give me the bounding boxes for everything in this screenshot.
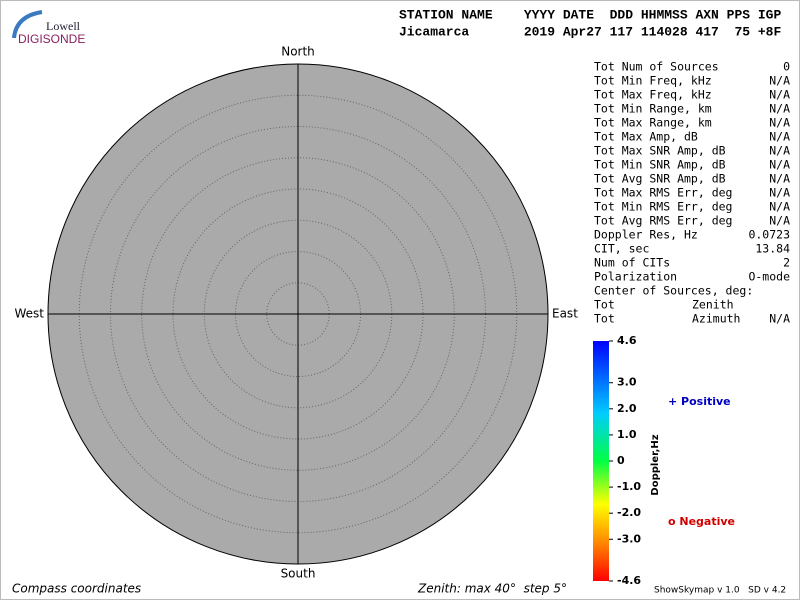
stat-value: 0 xyxy=(783,60,790,74)
stat-label: Doppler Res, Hz xyxy=(594,228,698,242)
stat-label: Tot Max Freq, kHz xyxy=(594,88,712,102)
logo-top: Lowell xyxy=(46,19,81,33)
colorbar-tick-label: 2.0 xyxy=(617,402,637,415)
header-values: Jicamarca 2019 Apr27 117 114028 417 75 +… xyxy=(399,24,781,39)
south-label: South xyxy=(281,567,316,581)
colorbar-tick-label: -2.0 xyxy=(617,506,641,519)
footer-version: ShowSkymap v 1.0 SD v 4.2 xyxy=(654,586,786,596)
source-label: Tot xyxy=(594,312,615,326)
stat-value: N/A xyxy=(769,158,790,172)
colorbar-title: Doppler,Hz xyxy=(650,434,661,495)
stat-label: Tot Max SNR Amp, dB xyxy=(594,144,726,158)
stat-label: CIT, sec xyxy=(594,242,649,256)
stat-value: N/A xyxy=(769,200,790,214)
stat-label: Tot Min Freq, kHz xyxy=(594,74,712,88)
stat-value: 13.84 xyxy=(755,242,790,256)
source-label: Tot xyxy=(594,298,615,312)
stat-label: Tot Min SNR Amp, dB xyxy=(594,158,726,172)
legend-negative: o Negative xyxy=(668,515,735,528)
colorbar-tick-label: 1.0 xyxy=(617,428,637,441)
north-label: North xyxy=(281,45,315,59)
colorbar-tick-label: 4.6 xyxy=(617,334,637,347)
footer-zenith: Zenith: max 40° step 5° xyxy=(417,582,567,596)
stat-value: 0.0723 xyxy=(748,228,790,242)
header-labels: STATION NAME YYYY DATE DDD HHMMSS AXN PP… xyxy=(399,7,781,22)
stat-value: O-mode xyxy=(748,270,790,284)
colorbar-tick-label: 0 xyxy=(617,454,625,467)
colorbar-tick-label: -3.0 xyxy=(617,532,641,545)
source-value: N/A xyxy=(769,312,790,326)
stat-label: Tot Max Range, km xyxy=(594,116,712,130)
stat-label: Tot Max RMS Err, deg xyxy=(594,186,732,200)
sources-heading: Center of Sources, deg: xyxy=(594,284,753,298)
west-label: West xyxy=(14,307,44,321)
colorbar-tick-label: -1.0 xyxy=(617,480,641,493)
colorbar xyxy=(593,341,609,581)
stat-value: 2 xyxy=(783,256,790,270)
source-field: Zenith xyxy=(692,298,734,312)
colorbar-tick-label: 3.0 xyxy=(617,376,637,389)
stat-value: N/A xyxy=(769,74,790,88)
footer-left: Compass coordinates xyxy=(12,582,141,596)
legend-positive: + Positive xyxy=(668,395,731,408)
stat-label: Tot Avg SNR Amp, dB xyxy=(594,172,726,186)
logo-bottom: DIGISONDE xyxy=(18,32,85,46)
stat-value: N/A xyxy=(769,102,790,116)
stat-label: Tot Min RMS Err, deg xyxy=(594,200,732,214)
source-field: Azimuth xyxy=(692,312,740,326)
stat-label: Tot Avg RMS Err, deg xyxy=(594,214,732,228)
stat-label: Tot Num of Sources xyxy=(594,60,719,74)
stat-value: N/A xyxy=(769,116,790,130)
stat-value: N/A xyxy=(769,172,790,186)
stat-value: N/A xyxy=(769,130,790,144)
stat-value: N/A xyxy=(769,186,790,200)
stat-label: Num of CITs xyxy=(594,256,670,270)
stat-label: Tot Max Amp, dB xyxy=(594,130,698,144)
east-label: East xyxy=(552,307,578,321)
stat-label: Polarization xyxy=(594,270,677,284)
stat-value: N/A xyxy=(769,214,790,228)
colorbar-tick-label: -4.6 xyxy=(617,574,641,587)
logo-swoosh xyxy=(12,10,43,39)
stat-value: N/A xyxy=(769,144,790,158)
stat-label: Tot Min Range, km xyxy=(594,102,712,116)
stat-value: N/A xyxy=(769,88,790,102)
